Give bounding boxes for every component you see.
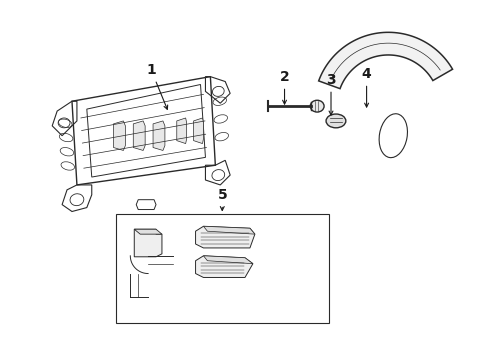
Polygon shape — [134, 229, 162, 257]
Polygon shape — [195, 226, 254, 248]
Polygon shape — [116, 215, 328, 323]
Ellipse shape — [378, 114, 407, 158]
Text: 4: 4 — [361, 67, 371, 107]
Polygon shape — [203, 256, 252, 264]
Polygon shape — [134, 229, 162, 234]
Polygon shape — [318, 32, 451, 89]
Polygon shape — [193, 118, 203, 144]
Text: 2: 2 — [279, 69, 289, 104]
Polygon shape — [113, 121, 125, 150]
Ellipse shape — [325, 114, 345, 128]
Text: 1: 1 — [146, 63, 167, 109]
Text: 5: 5 — [217, 188, 226, 211]
Polygon shape — [153, 121, 164, 150]
Polygon shape — [177, 118, 186, 144]
Text: 3: 3 — [325, 73, 335, 115]
Polygon shape — [195, 256, 252, 278]
Polygon shape — [133, 121, 145, 150]
Ellipse shape — [309, 100, 324, 112]
Polygon shape — [203, 226, 254, 234]
